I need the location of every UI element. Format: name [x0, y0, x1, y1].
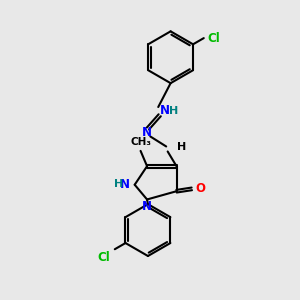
Text: O: O	[196, 182, 206, 195]
Text: H: H	[176, 142, 186, 152]
Text: Cl: Cl	[207, 32, 220, 45]
Text: N: N	[142, 126, 152, 140]
Text: Cl: Cl	[98, 251, 110, 264]
Text: N: N	[120, 178, 130, 191]
Text: N: N	[160, 104, 170, 117]
Text: CH₃: CH₃	[130, 137, 151, 147]
Text: H: H	[114, 179, 124, 189]
Text: N: N	[142, 200, 152, 213]
Text: H: H	[169, 106, 179, 116]
